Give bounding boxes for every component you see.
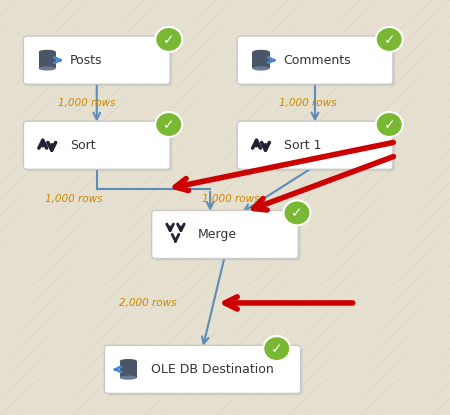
Text: Posts: Posts bbox=[70, 54, 102, 67]
Text: 1,000 rows: 1,000 rows bbox=[279, 98, 337, 107]
Text: Comments: Comments bbox=[284, 54, 351, 67]
Ellipse shape bbox=[39, 66, 56, 71]
Ellipse shape bbox=[120, 376, 137, 380]
FancyBboxPatch shape bbox=[104, 345, 301, 393]
Text: ✓: ✓ bbox=[383, 33, 395, 47]
Circle shape bbox=[155, 112, 182, 137]
FancyBboxPatch shape bbox=[23, 121, 170, 169]
FancyBboxPatch shape bbox=[23, 36, 170, 84]
Ellipse shape bbox=[120, 359, 137, 363]
Text: 1,000 rows: 1,000 rows bbox=[45, 194, 103, 204]
Text: OLE DB Destination: OLE DB Destination bbox=[151, 363, 274, 376]
Text: ✓: ✓ bbox=[271, 342, 283, 356]
FancyBboxPatch shape bbox=[239, 123, 395, 171]
FancyBboxPatch shape bbox=[26, 123, 172, 171]
FancyBboxPatch shape bbox=[152, 210, 298, 259]
Text: 1,000 rows: 1,000 rows bbox=[58, 98, 116, 107]
Text: 1,000 rows: 1,000 rows bbox=[202, 194, 260, 204]
FancyBboxPatch shape bbox=[120, 361, 137, 378]
Text: ✓: ✓ bbox=[163, 118, 175, 132]
FancyBboxPatch shape bbox=[237, 121, 393, 169]
Ellipse shape bbox=[252, 66, 270, 71]
FancyBboxPatch shape bbox=[239, 38, 395, 86]
FancyBboxPatch shape bbox=[237, 36, 393, 84]
FancyBboxPatch shape bbox=[39, 52, 56, 68]
FancyBboxPatch shape bbox=[107, 347, 303, 395]
Text: ✓: ✓ bbox=[163, 33, 175, 47]
FancyBboxPatch shape bbox=[26, 38, 172, 86]
FancyBboxPatch shape bbox=[252, 52, 270, 68]
Text: Sort 1: Sort 1 bbox=[284, 139, 321, 152]
Ellipse shape bbox=[252, 50, 270, 54]
Circle shape bbox=[376, 112, 403, 137]
Circle shape bbox=[376, 27, 403, 52]
Ellipse shape bbox=[39, 50, 56, 54]
Circle shape bbox=[155, 27, 182, 52]
Text: ✓: ✓ bbox=[291, 206, 303, 220]
Circle shape bbox=[284, 200, 310, 225]
Text: ✓: ✓ bbox=[383, 118, 395, 132]
Text: Merge: Merge bbox=[198, 228, 237, 241]
FancyBboxPatch shape bbox=[154, 212, 301, 261]
Text: 2,000 rows: 2,000 rows bbox=[119, 298, 177, 308]
Circle shape bbox=[263, 336, 290, 361]
Text: Sort: Sort bbox=[70, 139, 95, 152]
